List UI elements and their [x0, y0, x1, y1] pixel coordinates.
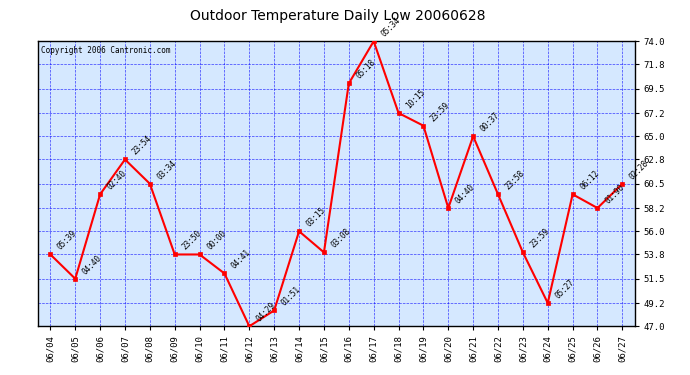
Text: 02:28: 02:28	[628, 158, 651, 181]
Text: 00:37: 00:37	[479, 111, 502, 134]
Text: 03:34: 03:34	[155, 158, 178, 181]
Text: 23:59: 23:59	[529, 227, 551, 250]
Text: 03:08: 03:08	[330, 227, 352, 250]
Text: 04:40: 04:40	[81, 253, 104, 276]
Text: 01:51: 01:51	[279, 285, 302, 308]
Text: 23:54: 23:54	[130, 134, 153, 157]
Text: 01:90: 01:90	[603, 183, 626, 205]
Text: 23:50: 23:50	[180, 229, 203, 252]
Text: 05:18: 05:18	[355, 58, 377, 81]
Text: 05:39: 05:39	[56, 229, 79, 252]
Text: 05:27: 05:27	[553, 278, 576, 300]
Text: 00:00: 00:00	[205, 229, 228, 252]
Text: 23:58: 23:58	[504, 169, 526, 192]
Text: 05:34: 05:34	[380, 16, 402, 39]
Text: 06:12: 06:12	[578, 169, 601, 192]
Text: Outdoor Temperature Daily Low 20060628: Outdoor Temperature Daily Low 20060628	[190, 9, 486, 23]
Text: Copyright 2006 Cantronic.com: Copyright 2006 Cantronic.com	[41, 45, 170, 54]
Text: 04:41: 04:41	[230, 248, 253, 271]
Text: 03:15: 03:15	[304, 206, 327, 228]
Text: 02:40: 02:40	[106, 169, 128, 192]
Text: 10:15: 10:15	[404, 87, 427, 110]
Text: 23:59: 23:59	[429, 100, 452, 123]
Text: 04:29: 04:29	[255, 301, 277, 324]
Text: 04:40: 04:40	[454, 183, 477, 205]
